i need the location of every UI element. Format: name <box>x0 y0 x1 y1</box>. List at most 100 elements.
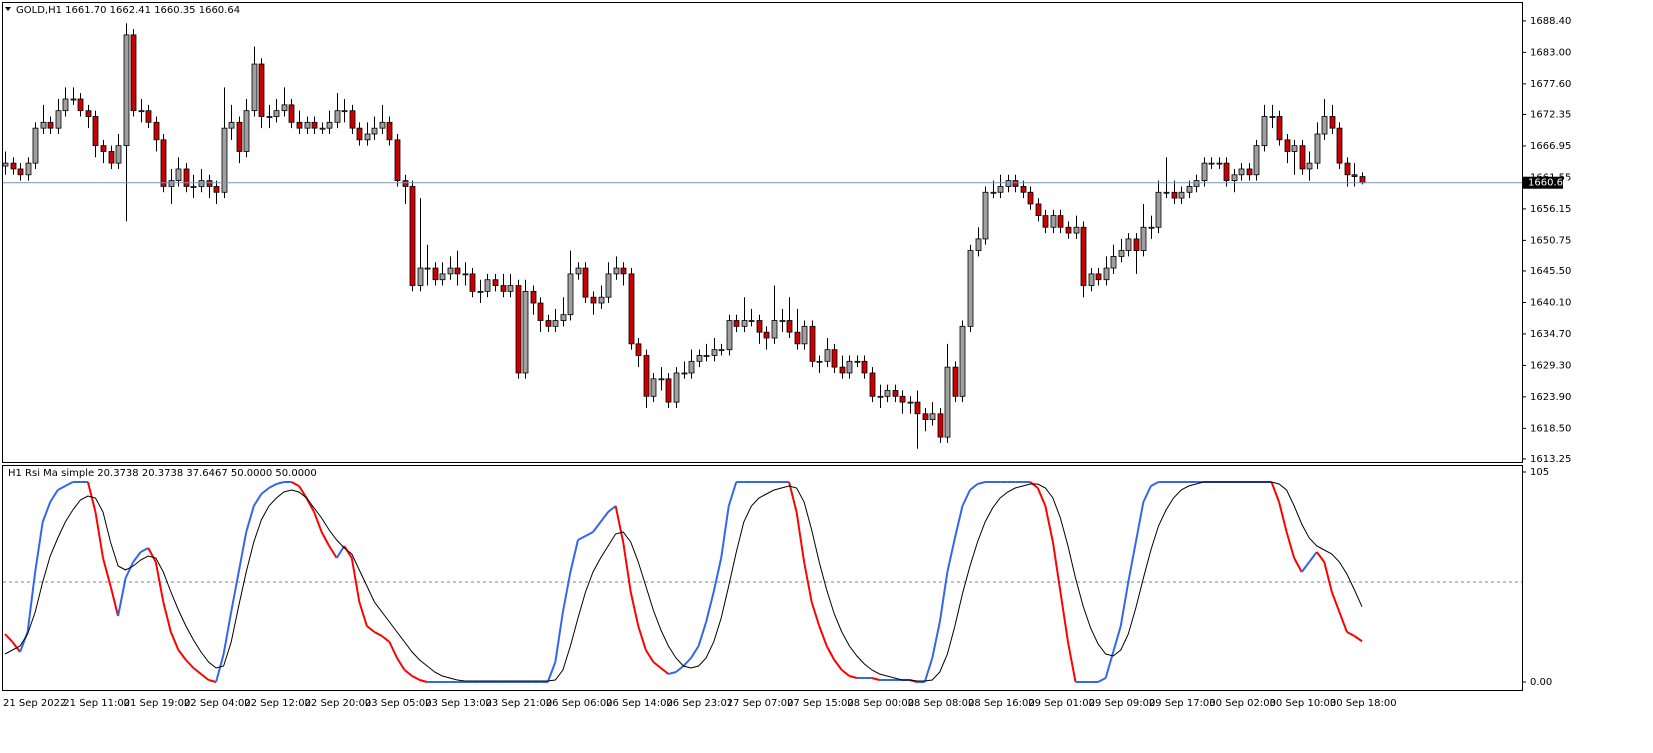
candle-body <box>1238 168 1245 176</box>
candle-body <box>869 372 876 397</box>
rsi-segment <box>675 665 685 673</box>
candle-body <box>741 320 748 327</box>
rsi-segment <box>124 561 135 579</box>
candle-body <box>1140 226 1147 251</box>
x-tick-label: 30 Sep 10:00 <box>1270 698 1337 709</box>
candle-body <box>643 355 650 397</box>
rsi-segment <box>403 669 413 677</box>
candle-body <box>281 104 288 112</box>
candle-body <box>243 110 250 152</box>
candle-body <box>892 390 899 397</box>
rsi-segment <box>644 649 655 663</box>
x-tick-label: 22 Sep 04:00 <box>184 698 251 709</box>
y-tick-label: 1623.90 <box>1530 392 1571 403</box>
rsi-segment <box>1097 677 1107 683</box>
x-tick-label: 28 Sep 16:00 <box>968 698 1035 709</box>
candle-body <box>1050 215 1057 228</box>
rsi-segment <box>381 635 391 643</box>
candle-body <box>439 273 446 281</box>
rsi-segment <box>1142 485 1152 503</box>
candle-body <box>454 267 461 275</box>
candle-body <box>2 162 9 167</box>
candle-body <box>726 320 733 351</box>
rsi-segment <box>561 571 572 613</box>
rsi-segment <box>1067 641 1077 683</box>
candle-body <box>552 320 559 327</box>
candle-body <box>319 127 326 130</box>
candle-body <box>515 285 522 374</box>
rsi-segment <box>298 485 308 499</box>
rsi-segment <box>825 645 836 661</box>
candle-body <box>47 121 54 129</box>
candle-body <box>1148 226 1155 229</box>
candle-body <box>1057 215 1064 228</box>
candle-body <box>545 320 552 327</box>
candle-body <box>1336 127 1343 164</box>
ma-line <box>4 481 1363 682</box>
y-tick-label: 1656.15 <box>1530 204 1571 215</box>
rsi-segment <box>373 631 383 637</box>
candle-body <box>997 186 1004 193</box>
candle-body <box>658 378 665 381</box>
candle-body <box>854 360 861 363</box>
candle-body <box>432 267 439 281</box>
candle-body <box>1291 145 1298 152</box>
candle-body <box>748 320 755 322</box>
x-tick-label: 26 Sep 14:00 <box>606 698 673 709</box>
candle-body <box>447 267 454 275</box>
candle-body <box>288 104 295 123</box>
rsi-segment <box>388 641 398 659</box>
rsi-segment <box>109 585 120 617</box>
candle-body <box>1253 145 1260 176</box>
candle-body <box>145 110 152 123</box>
candle-body <box>650 378 657 397</box>
rsi-segment <box>637 625 647 651</box>
candle-body <box>959 325 966 397</box>
candle-body <box>70 98 77 101</box>
candle-body <box>763 331 770 339</box>
rsi-segment <box>140 547 149 553</box>
candle-body <box>1163 191 1170 194</box>
rsi-segment <box>977 481 986 485</box>
collapse-icon[interactable] <box>5 7 11 11</box>
rsi-segment <box>682 657 692 667</box>
rsi-segment <box>154 561 165 603</box>
x-tick-label: 21 Sep 19:00 <box>124 698 191 709</box>
x-tick-label: 23 Sep 13:00 <box>425 698 492 709</box>
candle-body <box>665 378 672 403</box>
rsi-segment <box>705 591 715 623</box>
candle-body <box>326 121 333 129</box>
candle-body <box>1276 116 1283 141</box>
candle-body <box>1080 226 1087 286</box>
y-tick-label: 1618.50 <box>1530 423 1571 434</box>
rsi-segment <box>64 481 74 487</box>
rsi-segment <box>1029 481 1039 489</box>
rsi-segment <box>720 505 730 559</box>
rsi-segment <box>622 541 632 593</box>
candle-body <box>582 267 589 298</box>
x-tick-label: 21 Sep 11:00 <box>63 698 130 709</box>
rsi-segment <box>11 641 21 653</box>
x-tick-label: 28 Sep 08:00 <box>908 698 975 709</box>
rsi-segment <box>102 557 112 587</box>
rsi-segment <box>49 489 59 503</box>
y-tick-label: 1613.25 <box>1530 454 1571 465</box>
rsi-segment <box>358 601 368 627</box>
rsi-segment <box>4 633 14 643</box>
candle-body <box>786 320 793 333</box>
candle-body <box>258 63 265 117</box>
rsi-segment <box>1119 581 1130 627</box>
candle-body <box>462 273 469 276</box>
candle-body <box>1042 215 1049 228</box>
rsi-segment <box>41 501 52 523</box>
candle-body <box>756 320 763 333</box>
candle-body <box>1193 180 1200 187</box>
x-tick-label: 29 Sep 01:00 <box>1028 698 1095 709</box>
rsi-segment <box>668 671 677 675</box>
rsi-segment <box>252 493 263 507</box>
candle-body <box>688 360 695 374</box>
rsi-segment <box>328 545 338 559</box>
candle-body <box>1216 162 1223 165</box>
candle-body <box>251 63 258 112</box>
